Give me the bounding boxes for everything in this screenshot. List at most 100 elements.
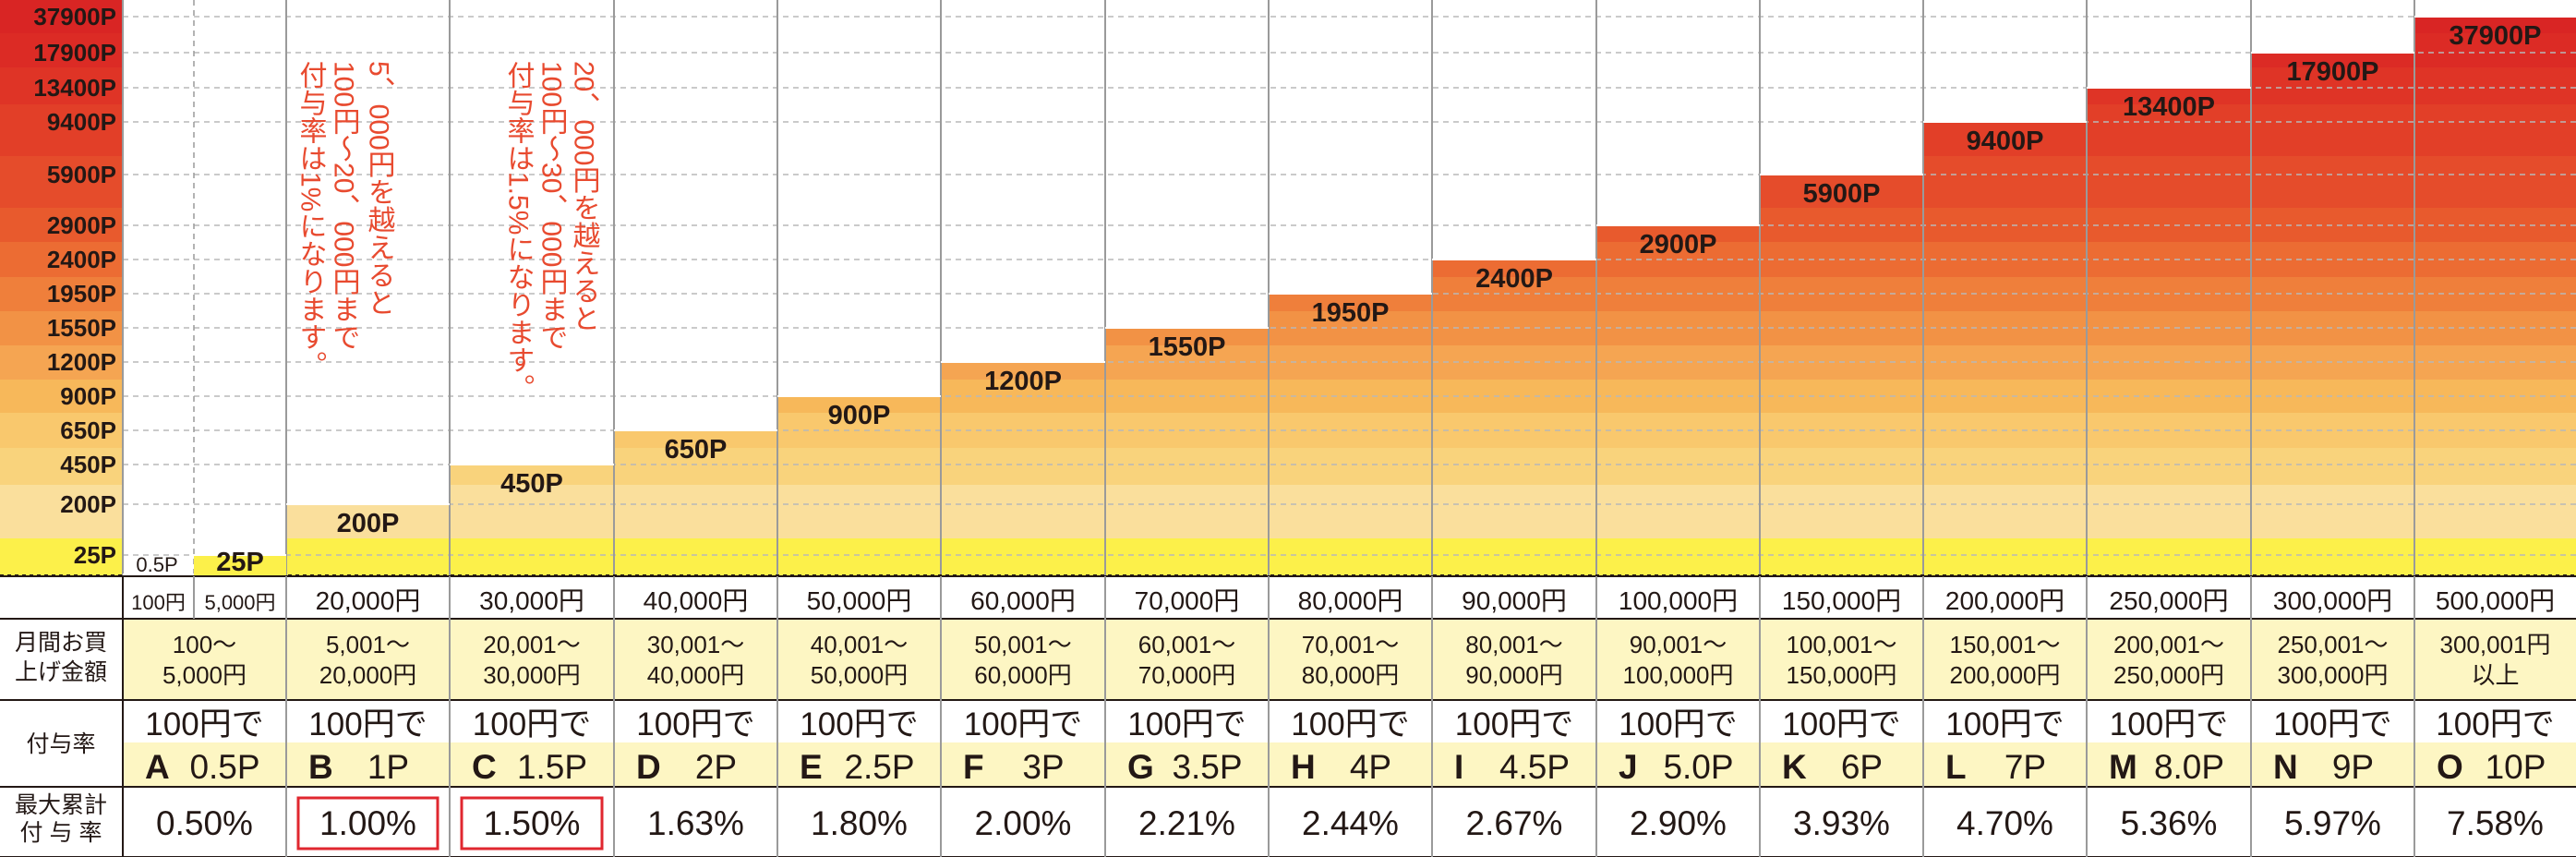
rate-points: 1.5P bbox=[517, 748, 587, 786]
y-tick-label: 13400P bbox=[33, 74, 116, 102]
range-to: 40,000円 bbox=[647, 661, 745, 689]
y-tick-label: 17900P bbox=[33, 39, 116, 66]
column-bg bbox=[941, 0, 1105, 362]
value-label: 1950P bbox=[1312, 298, 1390, 328]
value-label: 650P bbox=[665, 435, 728, 465]
x-category-label: 150,000円 bbox=[1782, 586, 1901, 615]
range-to: 30,000円 bbox=[483, 661, 581, 689]
x-category-label: 100円 bbox=[131, 591, 186, 614]
rate-prefix: 100円で bbox=[2436, 706, 2554, 742]
range-from: 300,001円 bbox=[2440, 631, 2551, 658]
y-tick-label: 37900P bbox=[33, 3, 116, 30]
rate-prefix: 100円で bbox=[1782, 706, 1900, 742]
y-tick-label: 200P bbox=[60, 490, 116, 518]
rate-prefix: 100円で bbox=[1455, 706, 1573, 742]
column-bg bbox=[2087, 0, 2251, 88]
range-from: 50,001〜 bbox=[974, 631, 1072, 658]
value-label: 2900P bbox=[1640, 230, 1717, 260]
rate-row-bg bbox=[123, 742, 2576, 787]
rate-prefix: 100円で bbox=[1127, 706, 1246, 742]
x-category-label: 5,000円 bbox=[204, 591, 275, 614]
range-from: 80,001〜 bbox=[1465, 631, 1563, 658]
column-bg bbox=[123, 0, 194, 574]
rate-points: 9P bbox=[2332, 748, 2374, 786]
column-bg bbox=[1923, 0, 2087, 122]
grid-layer bbox=[0, 0, 2576, 576]
rate-points: 10P bbox=[2486, 748, 2546, 786]
column-bg bbox=[2251, 0, 2414, 53]
x-category-label: 500,000円 bbox=[2436, 586, 2555, 615]
x-category-label: 100,000円 bbox=[1619, 586, 1738, 615]
range-from: 60,001〜 bbox=[1138, 631, 1236, 658]
rate-points: 4P bbox=[1350, 748, 1391, 786]
range-to: 20,000円 bbox=[319, 661, 417, 689]
max-rate-value: 2.21% bbox=[1138, 804, 1235, 842]
range-to: 300,000円 bbox=[2278, 661, 2389, 689]
max-rate-value: 5.36% bbox=[2121, 804, 2218, 842]
rate-grade: M bbox=[2109, 748, 2137, 786]
max-rate-value: 5.97% bbox=[2284, 804, 2381, 842]
x-category-label: 40,000円 bbox=[644, 586, 749, 615]
highlight-box bbox=[460, 796, 604, 851]
rate-prefix: 100円で bbox=[145, 706, 263, 742]
y-tick-label: 9400P bbox=[47, 108, 116, 136]
rate-prefix: 100円で bbox=[1945, 706, 2064, 742]
range-to: 以上 bbox=[2471, 661, 2519, 689]
range-to: 100,000円 bbox=[1623, 661, 1734, 689]
rate-points: 5.0P bbox=[1663, 748, 1733, 786]
rate-grade: O bbox=[2437, 748, 2463, 786]
rate-grade: B bbox=[308, 748, 333, 786]
max-rate-label: 最大累計 bbox=[15, 792, 107, 818]
rate-points: 4.5P bbox=[1499, 748, 1570, 786]
rate-prefix: 100円で bbox=[308, 706, 427, 742]
bar-layer bbox=[123, 16, 2576, 575]
max-rate-value: 1.80% bbox=[811, 804, 908, 842]
y-tick-label: 1550P bbox=[47, 314, 116, 342]
range-from: 30,001〜 bbox=[647, 631, 745, 658]
column-bg bbox=[1596, 0, 1760, 225]
annotation-line: 5、000円を越えると bbox=[364, 61, 396, 317]
column-bg bbox=[286, 0, 450, 504]
value-label: 450P bbox=[500, 469, 563, 499]
range-row-bg bbox=[123, 619, 2576, 700]
range-to: 250,000円 bbox=[2113, 661, 2224, 689]
value-label: 13400P bbox=[2123, 92, 2215, 122]
value-label: 37900P bbox=[2450, 21, 2542, 51]
max-rate-value: 0.50% bbox=[156, 804, 253, 842]
rate-grade: F bbox=[963, 748, 984, 786]
range-from: 200,001〜 bbox=[2113, 631, 2224, 658]
value-label: 900P bbox=[828, 401, 891, 430]
table-layer: 100円 5,000円 20,000円 30,000円 40,000円 50,000円 60… bbox=[0, 575, 2576, 857]
range-to: 90,000円 bbox=[1465, 661, 1563, 689]
rate-points: 3.5P bbox=[1172, 748, 1242, 786]
rate-points: 6P bbox=[1841, 748, 1883, 786]
column-bg bbox=[614, 0, 777, 430]
rate-points: 7P bbox=[2004, 748, 2046, 786]
rate-prefix: 100円で bbox=[473, 706, 591, 742]
x-category-label: 200,000円 bbox=[1945, 586, 2064, 615]
monthly-amount-label: 上げ金額 bbox=[15, 659, 107, 685]
x-category-label: 300,000円 bbox=[2273, 586, 2392, 615]
annotation-line: 100円〜30、000円まで bbox=[536, 61, 567, 350]
x-category-label: 80,000円 bbox=[1298, 586, 1403, 615]
value-label: 17900P bbox=[2287, 57, 2379, 87]
rate-points: 3P bbox=[1022, 748, 1064, 786]
rate-grade: H bbox=[1291, 748, 1316, 786]
rate-grade: I bbox=[1454, 748, 1463, 786]
rate-points: 0.5P bbox=[189, 748, 259, 786]
rate-grade: E bbox=[800, 748, 823, 786]
y-tick-label: 900P bbox=[60, 382, 116, 410]
highlight-box bbox=[296, 796, 439, 851]
value-label: 9400P bbox=[1967, 127, 2044, 156]
range-to: 80,000円 bbox=[1302, 661, 1400, 689]
rate-points: 2P bbox=[695, 748, 737, 786]
annotation-line: 付与率は1.5%になります。 bbox=[503, 61, 535, 401]
x-category-label: 60,000円 bbox=[970, 586, 1076, 615]
y-tick-label: 25P bbox=[74, 541, 116, 569]
value-label: 2400P bbox=[1475, 264, 1553, 294]
y-tick-label: 1200P bbox=[47, 348, 116, 376]
max-rate-label: 付 与 率 bbox=[20, 820, 102, 846]
range-to: 5,000円 bbox=[163, 661, 247, 689]
max-rate-value: 2.67% bbox=[1466, 804, 1563, 842]
